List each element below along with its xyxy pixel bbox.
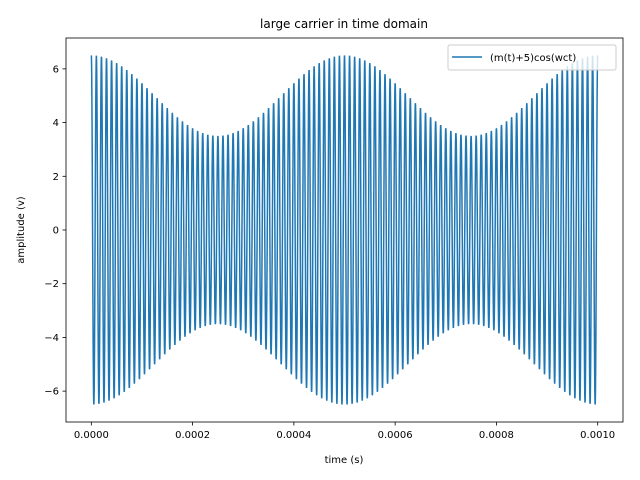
y-tick-label: 0: [53, 226, 59, 237]
y-axis-title: amplitude (v): [16, 196, 27, 264]
x-tick-label: 0.0002: [175, 430, 210, 441]
y-tick-label: −2: [44, 279, 59, 290]
y-tick-label: 4: [53, 118, 59, 129]
x-tick-label: 0.0006: [378, 430, 413, 441]
series-line: [90, 55, 599, 405]
x-axis: 0.0000 0.0002 0.0004 0.0006 0.0008 0.0010: [74, 422, 615, 441]
plot-area: [90, 55, 599, 405]
legend-label: (m(t)+5)cos(wct): [490, 53, 576, 64]
x-tick-label: 0.0000: [74, 430, 109, 441]
x-tick-label: 0.0008: [479, 430, 514, 441]
y-axis: −6 −4 −2 0 2 4 6: [44, 64, 66, 398]
y-tick-label: 2: [53, 172, 59, 183]
x-tick-label: 0.0010: [580, 430, 615, 441]
legend: (m(t)+5)cos(wct): [447, 44, 617, 71]
y-tick-label: −4: [44, 333, 59, 344]
y-tick-label: 6: [53, 64, 59, 75]
x-axis-title: time (s): [325, 455, 364, 466]
x-tick-label: 0.0004: [276, 430, 311, 441]
legend-box: [447, 44, 617, 71]
chart-title: large carrier in time domain: [260, 17, 428, 31]
y-tick-label: −6: [44, 387, 59, 398]
